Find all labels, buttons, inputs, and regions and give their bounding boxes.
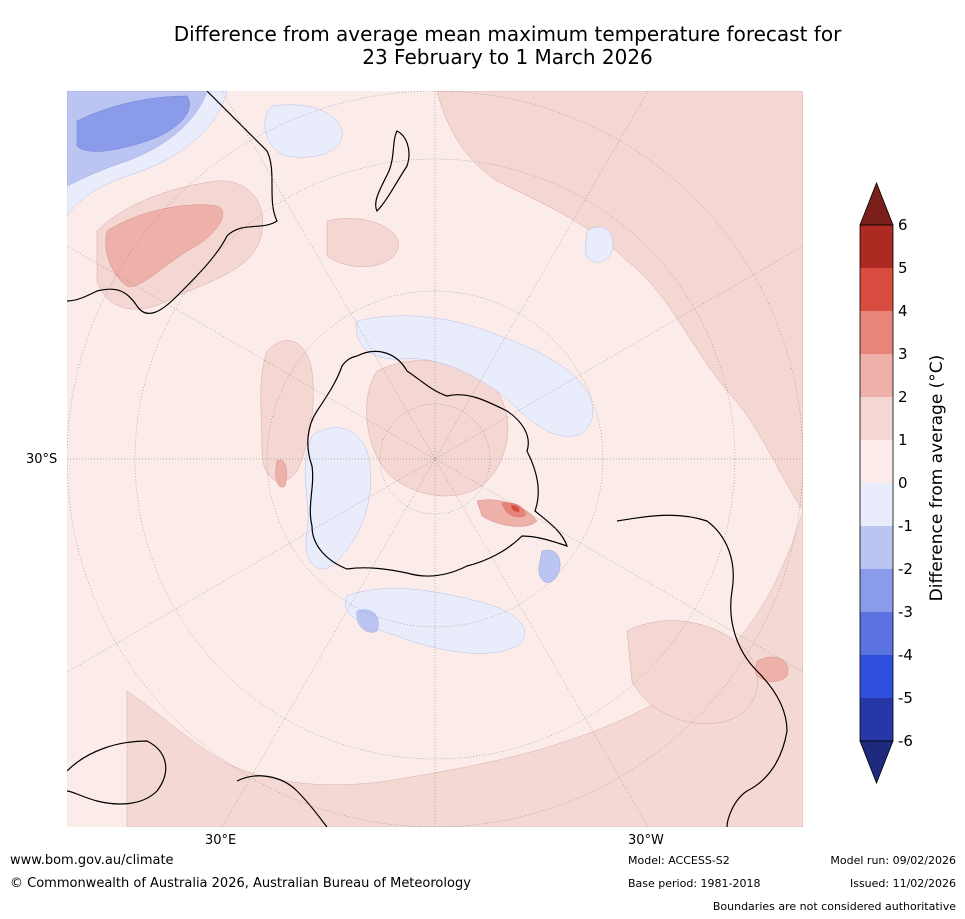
antarctica-coastline [307, 350, 568, 577]
colorbar-outline [859, 224, 894, 742]
issued-date: Issued: 11/02/2026 [849, 877, 956, 890]
model-run-date: Model run: 09/02/2026 [830, 854, 956, 867]
map-title-line2: 23 February to 1 March 2026 [362, 45, 653, 69]
model-name: Model: ACCESS-S2 [628, 854, 730, 867]
colorbar: 6 5 4 3 2 1 0 -1 -2 -3 -4 -5 -6 Difference from aver… [859, 181, 947, 785]
longitude-label-30w: 30°W [628, 833, 664, 848]
temperature-anomaly-map [67, 91, 803, 827]
colorbar-segment [860, 569, 893, 612]
graticule [67, 91, 803, 827]
anomaly-region-1-to-2 [96, 91, 803, 827]
colorbar-segments [859, 181, 894, 785]
colorbar-tick-label: -2 [898, 560, 913, 578]
colorbar-segment [860, 268, 893, 311]
base-period: Base period: 1981-2018 [628, 877, 761, 890]
colorbar-tick-label: -6 [898, 732, 913, 750]
anomaly-region-minus2-to-minus3 [76, 95, 190, 152]
latitude-label-30s: 30°S [26, 452, 58, 467]
longitude-label-30e: 30°E [205, 833, 237, 848]
map-title-line1: Difference from average mean maximum tem… [173, 22, 842, 46]
colorbar-tick-label: -3 [898, 603, 913, 621]
new-zealand-coastline [375, 130, 410, 213]
colorbar-tick-label: 1 [898, 431, 908, 449]
boundaries-disclaimer: Boundaries are not considered authoritat… [712, 900, 956, 913]
colorbar-tick-label: 2 [898, 388, 908, 406]
colorbar-segment [860, 655, 893, 698]
colorbar-tick-label: 5 [898, 259, 908, 277]
anomaly-region-0-to-minus1 [67, 91, 614, 654]
colorbar-segment [860, 526, 893, 569]
africa-coastline [67, 740, 167, 805]
copyright-text: © Commonwealth of Australia 2026, Austra… [10, 876, 471, 891]
anomaly-region-4-to-5 [511, 505, 520, 512]
colorbar-segment [860, 440, 893, 483]
colorbar-tick-label: 3 [898, 345, 908, 363]
colorbar-tick-label: 6 [898, 216, 908, 234]
colorbar-segment [860, 397, 893, 440]
colorbar-segment [860, 354, 893, 397]
colorbar-extend-high [859, 181, 894, 226]
colorbar-tick-label: 0 [898, 474, 908, 492]
colorbar-tick-label: -5 [898, 689, 913, 707]
anomaly-region-2-to-3 [105, 204, 789, 682]
colorbar-ticks: 6 5 4 3 2 1 0 -1 -2 -3 -4 -5 -6 [898, 216, 913, 750]
colorbar-tick-label: -4 [898, 646, 913, 664]
madagascar-coastline [236, 775, 328, 827]
south-america-coastline [616, 514, 788, 827]
colorbar-segment [860, 612, 893, 655]
colorbar-segment [860, 483, 893, 526]
colorbar-segment [860, 225, 893, 268]
website-link[interactable]: www.bom.gov.au/climate [10, 853, 174, 868]
colorbar-segment [860, 311, 893, 354]
colorbar-segment [860, 698, 893, 741]
colorbar-extend-low [859, 740, 894, 785]
colorbar-label: Difference from average (°C) [927, 355, 947, 602]
colorbar-tick-label: -1 [898, 517, 913, 535]
colorbar-tick-label: 4 [898, 302, 908, 320]
